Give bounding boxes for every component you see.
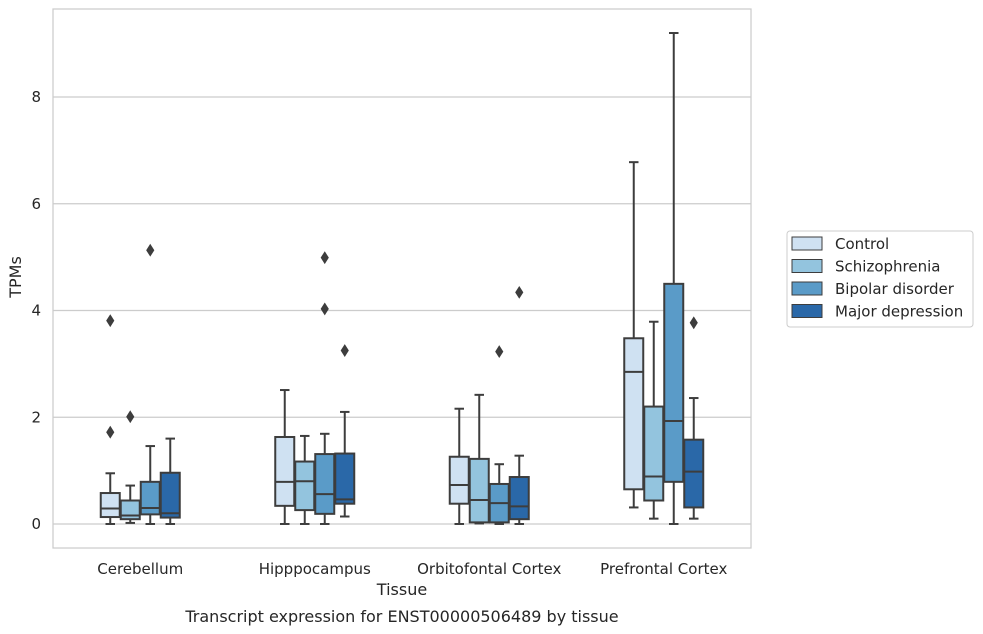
box-iqr <box>683 438 705 509</box>
x-axis-ticks: Cerebellum Hipppocampus Orbitofontal Corte… <box>97 560 727 578</box>
box-group <box>314 251 336 525</box>
outlier-point <box>340 344 349 357</box>
legend-swatch <box>791 236 823 251</box>
legend-label: Control <box>835 235 889 253</box>
y-tick-label: 0 <box>31 515 41 533</box>
outlier-point <box>320 302 329 316</box>
outlier-point <box>106 314 115 328</box>
legend-frame <box>786 230 974 328</box>
legend-swatch <box>791 259 823 273</box>
box-group <box>294 434 316 525</box>
plot-area-frame <box>52 8 752 549</box>
outlier-point <box>106 425 115 439</box>
box-iqr <box>663 282 685 483</box>
box-iqr <box>468 457 490 524</box>
box-iqr <box>159 471 181 519</box>
y-tick-label: 8 <box>31 88 41 106</box>
x-tick-label: Orbitofontal Cortex <box>417 560 561 578</box>
y-tick-label: 6 <box>31 195 41 213</box>
box-iqr <box>643 405 665 502</box>
x-tick-label: Hipppocampus <box>259 560 371 578</box>
outlier-point <box>146 243 155 257</box>
outlier-point <box>126 410 135 424</box>
y-axis-ticks: 0 2 4 6 8 <box>31 88 41 533</box>
outlier-point <box>320 251 329 265</box>
y-tick-label: 2 <box>31 408 41 426</box>
y-axis-label: TPMs <box>6 256 25 299</box>
chart-caption: Transcript expression for ENST0000050648… <box>184 607 618 626</box>
box-iqr <box>99 492 121 519</box>
series-group <box>139 32 685 525</box>
x-tick-label: Prefrontal Cortex <box>600 560 727 578</box>
series-group <box>99 161 645 525</box>
box-group <box>99 314 121 525</box>
box-iqr <box>139 480 161 516</box>
box-group <box>448 407 470 525</box>
outlier-point <box>689 316 698 330</box>
box-group <box>488 345 510 525</box>
box-group <box>508 285 530 525</box>
box-iqr <box>448 455 470 505</box>
outlier-point <box>495 345 504 359</box>
legend-swatch <box>791 281 823 296</box>
box-group <box>683 316 705 520</box>
box-group <box>159 437 181 525</box>
box-iqr <box>314 453 336 515</box>
legend-label: Bipolar disorder <box>835 280 955 298</box>
legend: Control Schizophrenia Bipolar disorder Majo… <box>786 230 974 328</box>
box-iqr <box>294 460 316 512</box>
box-iqr <box>623 337 645 491</box>
series-group <box>119 320 665 525</box>
legend-swatch <box>791 304 823 318</box>
outlier-point <box>515 285 524 299</box>
x-axis-label: Tissue <box>376 580 427 599</box>
box-iqr <box>274 435 296 507</box>
box-group <box>663 32 685 525</box>
box-group <box>334 344 356 518</box>
box-series <box>99 32 705 525</box>
box-group <box>119 410 141 524</box>
legend-label: Schizophrenia <box>835 258 940 276</box>
legend-items: Control Schizophrenia Bipolar disorder Majo… <box>791 235 963 321</box>
box-group <box>139 243 161 525</box>
legend-label: Major depression <box>835 303 963 321</box>
box-iqr <box>508 476 530 521</box>
x-tick-label: Cerebellum <box>97 560 183 578</box>
box-iqr <box>334 452 356 505</box>
y-tick-label: 4 <box>31 302 41 320</box>
series-group <box>159 285 705 525</box>
